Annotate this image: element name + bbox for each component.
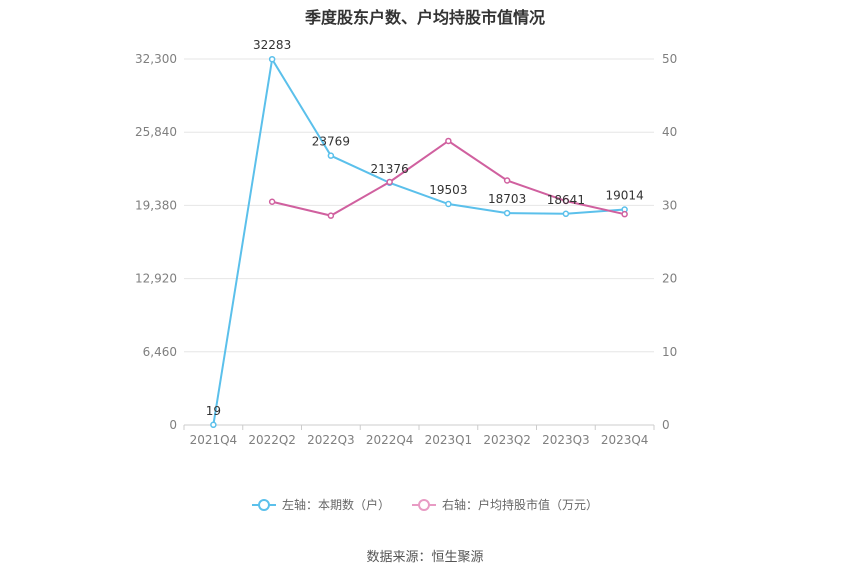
- gridlines: [184, 58, 654, 426]
- axes: 0 0 6,460 10 12,920 20 19,380 30 25,840 40 32,300 5…: [135, 52, 677, 447]
- right-axis-tick-label: 50: [662, 52, 677, 66]
- source-note: 数据来源：恒生聚源: [366, 550, 484, 565]
- data-label: 23769: [312, 135, 350, 149]
- data-point[interactable]: [503, 209, 511, 217]
- chart-title: 季度股东户数、户均持股市值情况: [304, 8, 545, 27]
- left-axis-tick-label: 19,380: [135, 198, 177, 212]
- data-point[interactable]: [210, 421, 217, 429]
- data-point[interactable]: [268, 55, 276, 63]
- legend-item-right-series[interactable]: 右轴：户均持股市值（万元）: [412, 496, 598, 513]
- data-label: 19503: [429, 183, 467, 197]
- x-axis-tick-label: 2022Q2: [248, 433, 296, 447]
- left-axis-tick-label: 0: [169, 418, 177, 432]
- data-point[interactable]: [621, 210, 628, 218]
- legend: 左轴：本期数（户） 右轴：户均持股市值（万元）: [0, 496, 850, 513]
- data-point[interactable]: [327, 152, 335, 159]
- data-label: 32283: [253, 38, 291, 52]
- legend-label-left-series: 左轴：本期数（户）: [281, 498, 390, 512]
- data-point[interactable]: [562, 197, 570, 205]
- x-axis-tick-label: 2022Q4: [366, 433, 414, 447]
- x-axis-tick-label: 2021Q4: [190, 433, 238, 447]
- series-line-shareholders: [212, 56, 625, 425]
- data-point[interactable]: [445, 200, 452, 208]
- legend-circle-icon: [257, 498, 270, 511]
- data-label: 19: [206, 404, 221, 418]
- data-point[interactable]: [562, 210, 570, 218]
- left-axis-tick-label: 12,920: [135, 272, 177, 286]
- data-point[interactable]: [327, 212, 335, 219]
- right-axis-tick-label: 40: [662, 125, 677, 139]
- data-point[interactable]: [445, 137, 452, 145]
- data-label: 19014: [606, 189, 644, 203]
- x-axis-tick-label: 2023Q3: [542, 433, 590, 447]
- left-axis-tick-label: 32,300: [135, 52, 177, 66]
- left-axis-tick-label: 25,840: [135, 125, 177, 139]
- data-label: 21376: [371, 162, 409, 176]
- series: [210, 55, 628, 429]
- x-axis-tick-label: 2023Q4: [601, 433, 649, 447]
- right-axis-tick-label: 10: [662, 345, 677, 359]
- right-axis-tick-label: 0: [662, 418, 670, 432]
- x-axis-tick-label: 2023Q2: [483, 433, 531, 447]
- x-axis-tick-label: 2023Q1: [425, 433, 473, 447]
- left-axis-tick-label: 6,460: [143, 345, 177, 359]
- legend-line-circle-icon: [412, 498, 436, 511]
- data-labels: 19 32283 23769 21376 19503 18703 18641 19014: [206, 38, 644, 418]
- legend-label-right-series: 右轴：户均持股市值（万元）: [442, 498, 599, 512]
- data-point[interactable]: [268, 198, 276, 205]
- data-point[interactable]: [386, 178, 393, 186]
- right-axis-tick-label: 20: [662, 272, 677, 286]
- legend-line-circle-icon: [251, 498, 276, 511]
- x-axis-tick-label: 2022Q3: [307, 433, 355, 447]
- right-axis-tick-label: 30: [662, 198, 677, 212]
- legend-item-left-series[interactable]: 左轴：本期数（户）: [251, 496, 390, 513]
- legend-circle-icon: [418, 498, 430, 511]
- data-label: 18641: [547, 193, 585, 207]
- data-point[interactable]: [503, 177, 511, 184]
- data-label: 18703: [488, 192, 526, 206]
